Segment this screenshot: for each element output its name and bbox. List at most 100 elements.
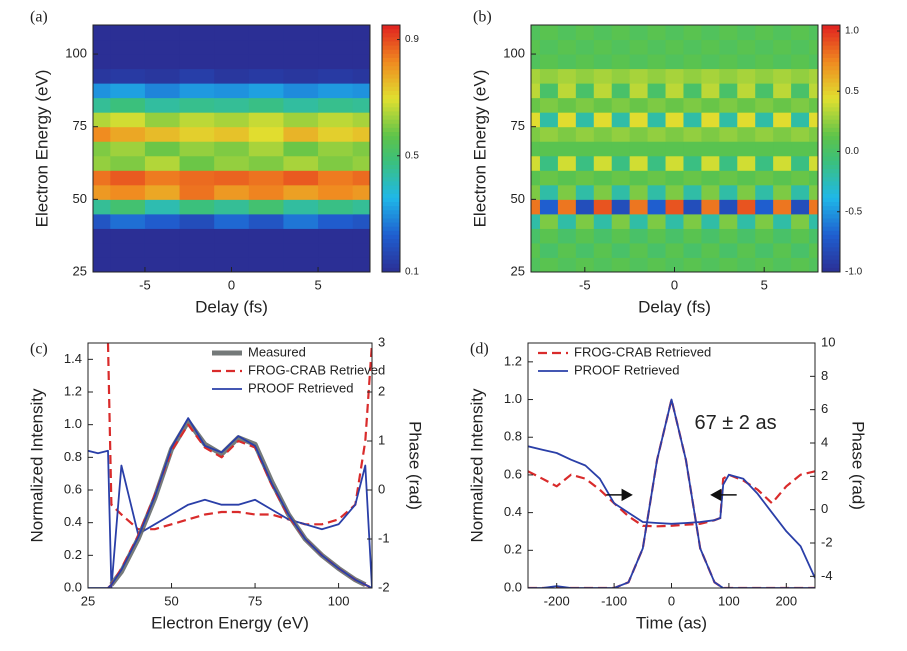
heatmap-cell: [352, 155, 370, 171]
colorbar-segment: [382, 197, 400, 203]
heatmap-cell: [144, 228, 181, 244]
heatmap-cell: [214, 228, 250, 244]
heatmap-cell: [318, 25, 354, 41]
y-tick-label: 25: [73, 263, 87, 278]
heatmap-cell: [701, 213, 720, 229]
heatmap-cell: [593, 242, 613, 258]
heatmap-cell: [791, 228, 810, 244]
colorbar-segment: [382, 57, 400, 63]
heatmap-cell: [557, 155, 577, 171]
heatmap-cell: [755, 112, 774, 128]
heatmap-cell: [593, 199, 613, 215]
heatmap-cell: [539, 25, 559, 41]
heatmap-cell: [593, 126, 613, 142]
heatmap-cell: [647, 257, 667, 272]
heatmap-cell: [611, 228, 631, 244]
heatmap-cell: [809, 155, 818, 171]
heatmap-cell: [575, 213, 595, 229]
heatmap-cell: [214, 170, 250, 186]
heatmap-cell: [719, 68, 738, 84]
heatmap-cell: [318, 184, 354, 200]
heatmap-cell: [318, 39, 354, 55]
heatmap-cell: [93, 213, 111, 229]
heatmap-cell: [248, 257, 284, 272]
heatmap-cell: [701, 257, 720, 272]
heatmap-cell: [352, 228, 370, 244]
heatmap-cell: [179, 141, 215, 157]
heatmap-cell: [352, 83, 370, 99]
heatmap-cell: [214, 39, 250, 55]
heatmap-cell: [531, 83, 541, 99]
heatmap-cell: [701, 39, 720, 55]
heatmap-cell: [93, 68, 111, 84]
y2-tick-label: 0: [821, 501, 828, 516]
x-axis-title: Delay (fs): [638, 297, 711, 316]
y2-tick-label: 10: [821, 334, 835, 349]
colorbar-segment: [382, 214, 400, 219]
heatmap-cell: [93, 83, 111, 99]
colorbar-segment: [382, 234, 400, 240]
heatmap-cell: [647, 141, 667, 157]
heatmap-cell: [575, 39, 595, 55]
heatmap-cell: [611, 184, 631, 200]
heatmap-cell: [701, 228, 720, 244]
colorbar-segment: [382, 247, 400, 252]
colorbar-segment: [382, 177, 400, 182]
heatmap-cell: [809, 68, 818, 84]
heatmap-cell: [110, 83, 146, 99]
heatmap-cell: [539, 170, 559, 186]
heatmap-cell: [773, 213, 792, 229]
heatmap-cell: [719, 228, 738, 244]
heatmap-cell: [214, 112, 250, 128]
heatmap-cell: [248, 126, 284, 142]
heatmap-cell: [683, 155, 702, 171]
colorbar-segment: [822, 82, 840, 88]
heatmap-cell: [647, 228, 667, 244]
colorbar-segment: [382, 90, 400, 96]
heatmap-cell: [575, 170, 595, 186]
heatmap-cell: [755, 126, 774, 142]
colorbar-segment: [822, 181, 840, 187]
intensity-line: [528, 398, 815, 588]
heatmap-cell: [647, 126, 667, 142]
heatmap-cell: [539, 184, 559, 200]
colorbar-tick-label: 0.9: [405, 34, 419, 45]
colorbar-segment: [382, 251, 400, 257]
heatmap-cell: [575, 68, 595, 84]
heatmap-cell: [531, 126, 541, 142]
colorbar-segment: [382, 206, 400, 211]
heatmap-cell: [557, 242, 577, 258]
heatmap-cell: [352, 199, 370, 215]
colorbar-segment: [822, 173, 840, 178]
heatmap-cell: [809, 141, 818, 157]
heatmap-cell: [593, 39, 613, 55]
heatmap-cell: [318, 155, 354, 171]
colorbar-segment: [382, 132, 400, 137]
heatmap-cell: [144, 155, 181, 171]
colorbar-segment: [382, 45, 400, 51]
colorbar-segment: [382, 160, 400, 166]
heatmap-cell: [647, 155, 667, 171]
colorbar-segment: [382, 222, 400, 228]
heatmap-cell: [773, 199, 792, 215]
heatmap-cell: [665, 83, 684, 99]
heatmap-cell: [701, 155, 720, 171]
heatmap-cell: [283, 257, 319, 272]
heatmap-cell: [719, 170, 738, 186]
colorbar-segment: [382, 259, 400, 265]
heatmap-cell: [179, 54, 215, 70]
heatmap-cell: [352, 25, 370, 41]
colorbar-tick-label: -1.0: [845, 267, 863, 278]
heatmap-cell: [93, 257, 111, 272]
heatmap-cell: [737, 97, 756, 113]
heatmap-cell: [283, 228, 319, 244]
heatmap: [93, 25, 370, 272]
heatmap-cell: [665, 242, 684, 258]
heatmap-cell: [809, 242, 818, 258]
heatmap-cell: [809, 170, 818, 186]
heatmap-cell: [791, 199, 810, 215]
heatmap-cell: [683, 54, 702, 70]
heatmap-cell: [283, 39, 319, 55]
y2-tick-label: -1: [378, 530, 390, 545]
colorbar-segment: [822, 251, 840, 257]
